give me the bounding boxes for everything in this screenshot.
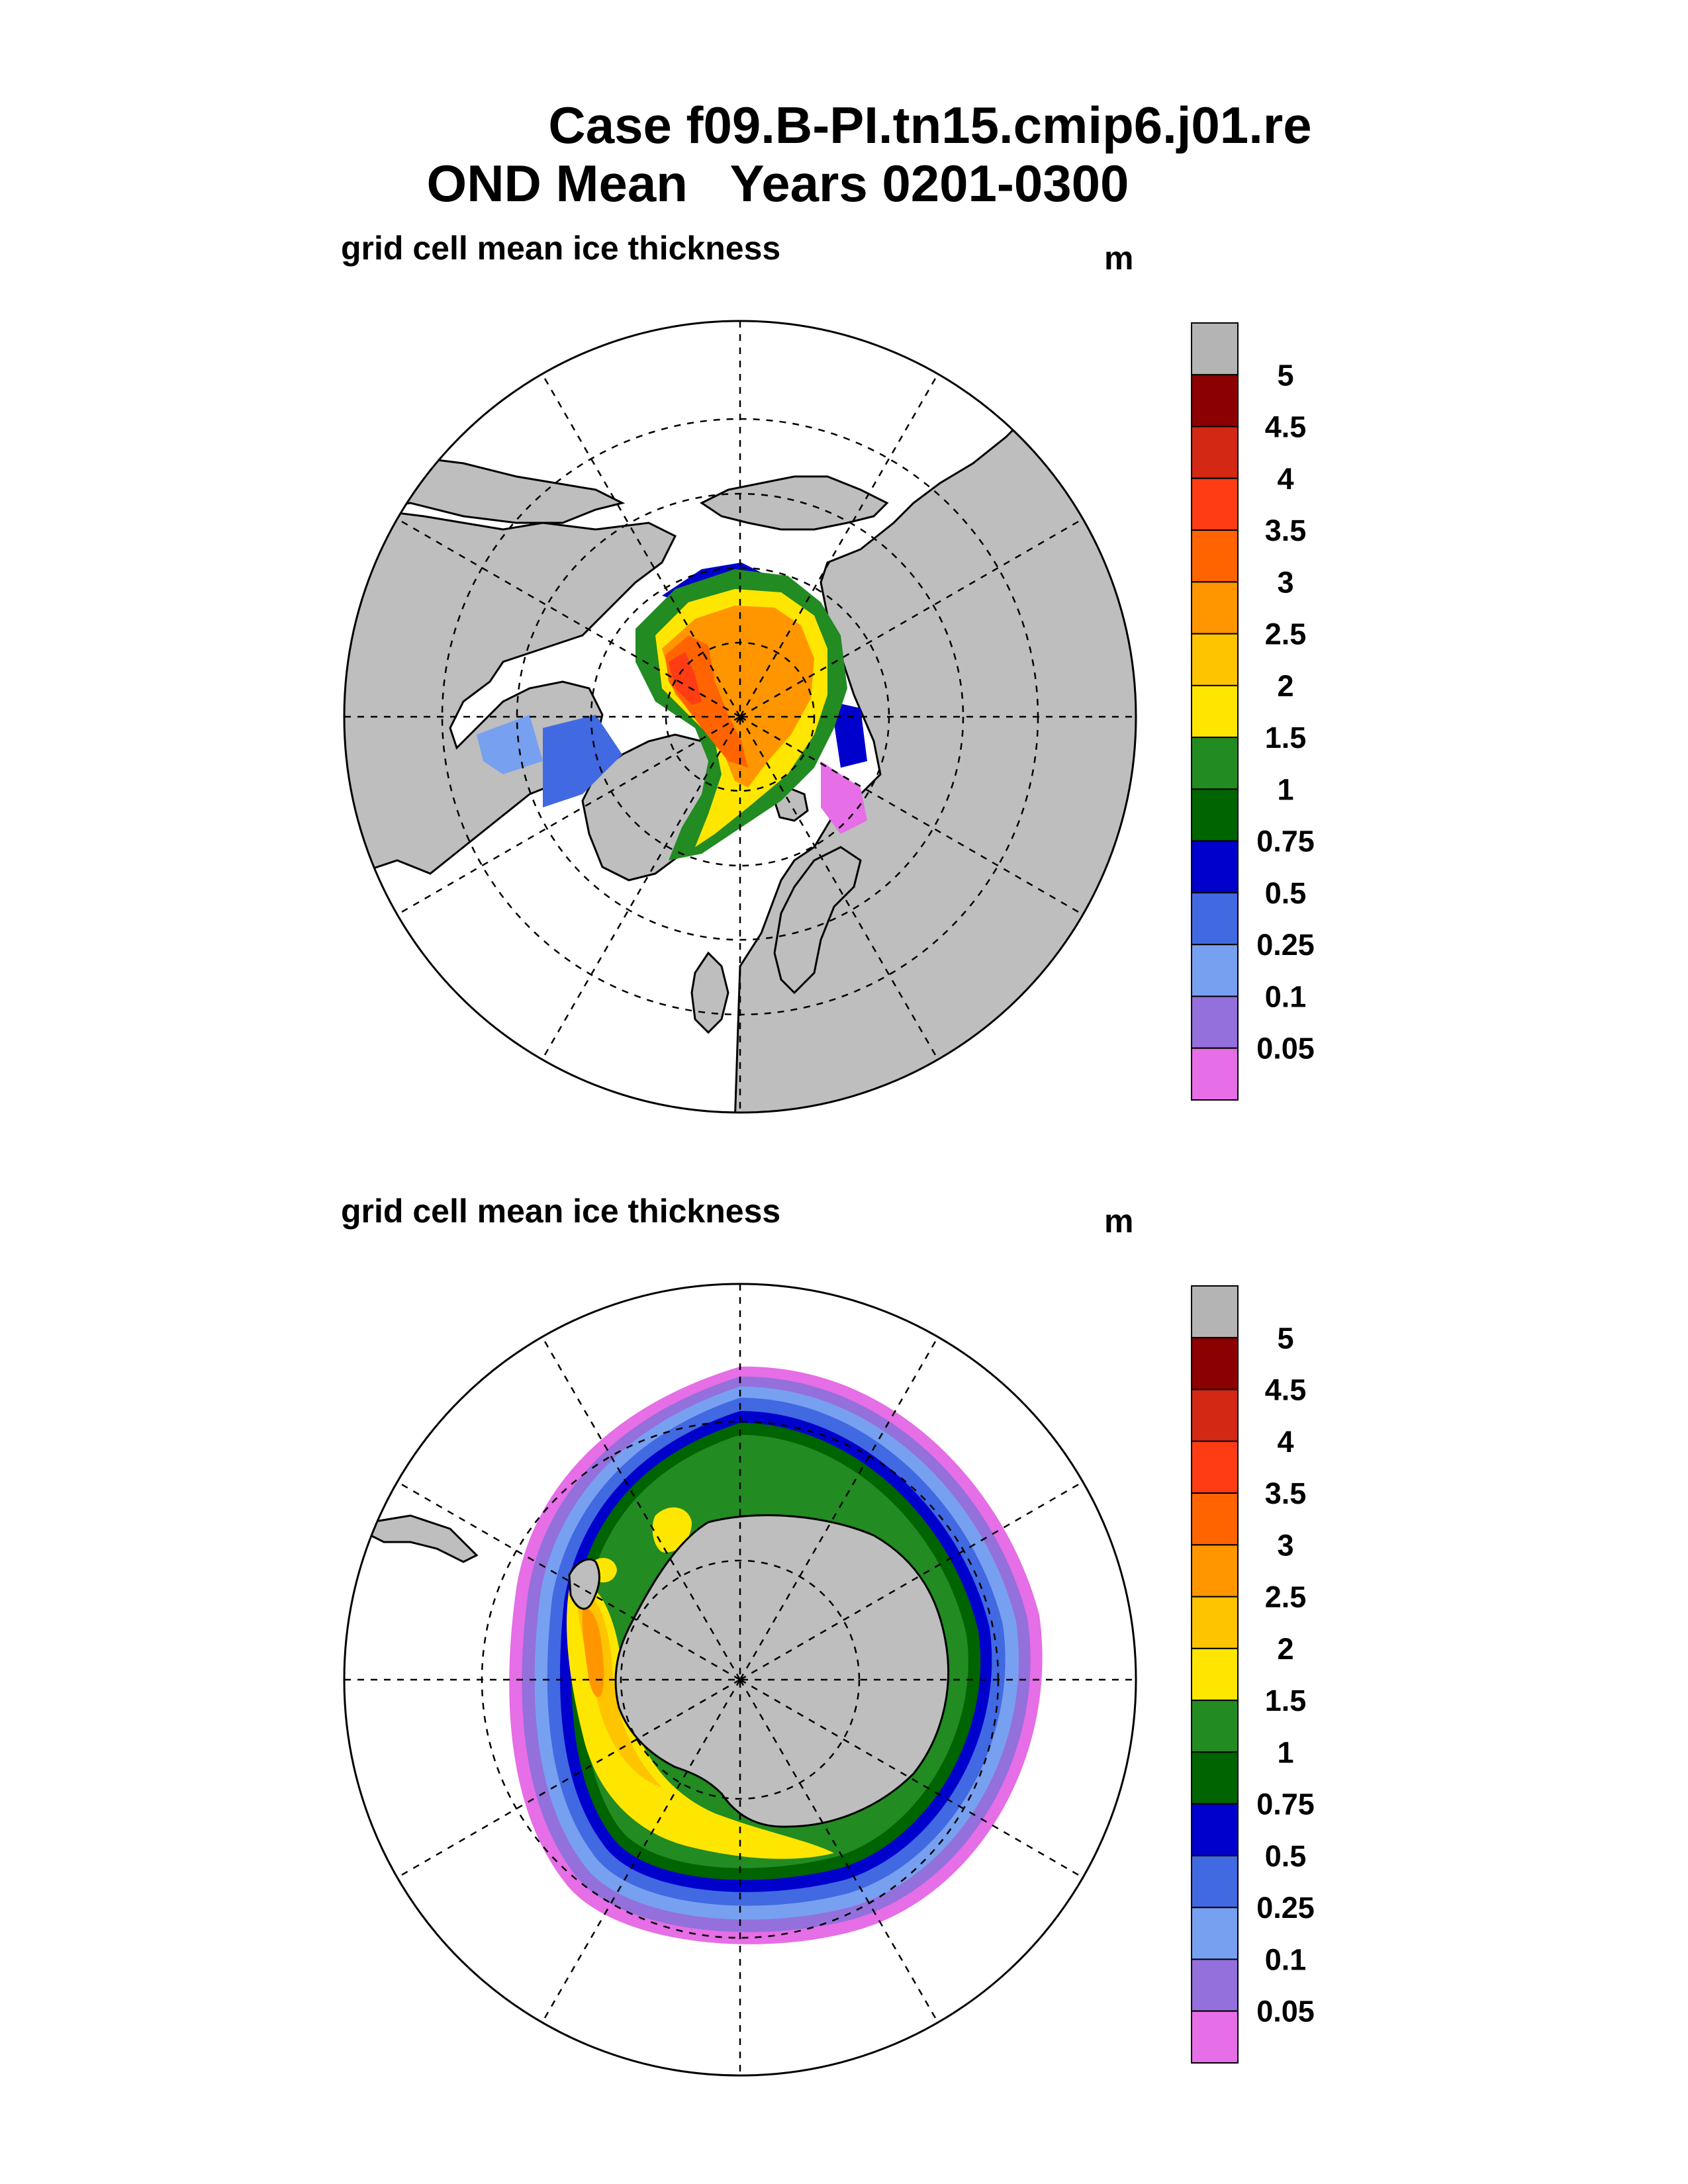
south-ice-orange — [582, 1608, 604, 1698]
north-ice-blue — [543, 715, 622, 807]
south-land-antarctic-peninsula — [568, 1558, 600, 1610]
north-colorbar-label-4: 3 — [1277, 565, 1293, 599]
south-land-south-america — [369, 1514, 479, 1563]
south-colorbar-swatch-12 — [1191, 1907, 1239, 1960]
north-colorbar-swatch-5 — [1191, 581, 1239, 635]
south-colorbar-label-13: 0.05 — [1256, 1995, 1315, 2028]
figure-title-case: Case f09.B-PI.tn15.cmip6.j01.re — [548, 96, 1312, 154]
north-panel-units: m — [1104, 240, 1134, 277]
south-colorbar-swatch-14 — [1191, 2010, 1239, 2064]
south-colorbar-swatch-10 — [1191, 1803, 1239, 1856]
north-land-north-america — [344, 502, 677, 895]
north-graticule — [344, 321, 1136, 1113]
south-colorbar-label-6: 2 — [1277, 1632, 1293, 1666]
north-colorbar-label-1: 4.5 — [1265, 410, 1307, 444]
north-colorbar-swatch-10 — [1191, 840, 1239, 893]
south-ice-yellow — [567, 1583, 834, 1859]
north-colorbar-swatch-14 — [1191, 1047, 1239, 1101]
north-colorbar-label-10: 0.5 — [1265, 876, 1307, 910]
north-ice-pink — [821, 761, 867, 834]
north-colorbar-swatch-3 — [1191, 477, 1239, 531]
north-colorbar-swatch-11 — [1191, 891, 1239, 946]
south-colorbar-label-4: 3 — [1277, 1528, 1293, 1562]
north-colorbar-label-2: 4 — [1277, 462, 1293, 496]
north-colorbar-swatch-9 — [1191, 788, 1239, 842]
south-colorbar-swatch-7 — [1191, 1647, 1239, 1702]
south-panel-subtitle: grid cell mean ice thickness — [341, 1193, 781, 1230]
south-colorbar-swatch-4 — [1191, 1492, 1239, 1546]
south-colorbar-label-2: 4 — [1277, 1425, 1293, 1459]
north-colorbar-label-0: 5 — [1277, 358, 1293, 392]
north-colorbar-label-8: 1 — [1277, 772, 1293, 806]
south-colorbar-swatch-6 — [1191, 1596, 1239, 1649]
north-colorbar-swatch-13 — [1191, 995, 1239, 1049]
south-colorbar-label-10: 0.5 — [1265, 1839, 1307, 1873]
south-ice-yellow-patch1 — [652, 1507, 692, 1553]
north-colorbar-swatch-8 — [1191, 737, 1239, 790]
north-colorbar-label-11: 0.25 — [1256, 928, 1315, 962]
north-colorbar: 5 4.5 4 3.5 3 2.5 2 1.5 1 0.75 0.5 0.25 0.1 0.05 — [1191, 322, 1315, 1101]
south-colorbar-swatch-8 — [1191, 1700, 1239, 1753]
south-colorbar-label-8: 1 — [1277, 1735, 1293, 1769]
south-colorbar-swatch-11 — [1191, 1854, 1239, 1909]
north-ice-lightblue — [477, 715, 543, 774]
north-map-border — [343, 320, 1137, 1114]
south-colorbar-label-9: 0.75 — [1256, 1788, 1315, 1821]
north-land-siberia-east — [700, 475, 889, 531]
south-colorbar: 5 4.5 4 3.5 3 2.5 2 1.5 1 0.75 0.5 0.25 0.1 0.05 — [1191, 1285, 1315, 2064]
north-colorbar-swatch-4 — [1191, 529, 1239, 583]
south-colorbar-label-7: 1.5 — [1265, 1684, 1307, 1717]
south-colorbar-label-1: 4.5 — [1265, 1373, 1307, 1407]
south-colorbar-swatch-13 — [1191, 1958, 1239, 2012]
south-colorbar-swatch-3 — [1191, 1440, 1239, 1494]
south-map-border — [343, 1283, 1137, 2077]
north-colorbar-label-3: 3.5 — [1265, 514, 1307, 547]
south-land-antarctica — [614, 1514, 949, 1828]
north-colorbar-swatch-1 — [1191, 374, 1239, 428]
north-colorbar-label-13: 0.05 — [1256, 1032, 1315, 1066]
north-ice-darkblue-barents — [831, 702, 867, 768]
north-colorbar-swatch-7 — [1191, 684, 1239, 739]
south-panel-units: m — [1104, 1203, 1134, 1240]
south-colorbar-label-5: 2.5 — [1265, 1580, 1307, 1614]
north-colorbar-swatch-0 — [1191, 322, 1239, 376]
south-colorbar-swatch-9 — [1191, 1751, 1239, 1805]
north-land-scandinavia — [773, 846, 862, 995]
south-colorbar-swatch-5 — [1191, 1544, 1239, 1598]
north-colorbar-label-7: 1.5 — [1265, 721, 1307, 754]
south-colorbar-label-3: 3.5 — [1265, 1477, 1307, 1510]
north-colorbar-label-9: 0.75 — [1256, 825, 1315, 858]
north-colorbar-label-6: 2 — [1277, 669, 1293, 703]
north-colorbar-swatch-6 — [1191, 633, 1239, 686]
south-colorbar-label-0: 5 — [1277, 1321, 1293, 1355]
figure-title-period: OND Mean Years 0201-0300 — [426, 154, 1129, 212]
south-colorbar-swatch-0 — [1191, 1285, 1239, 1339]
north-ice-red — [669, 652, 702, 705]
north-colorbar-swatch-12 — [1191, 944, 1239, 997]
south-colorbar-label-11: 0.25 — [1256, 1891, 1315, 1925]
north-colorbar-swatch-2 — [1191, 426, 1239, 479]
south-colorbar-swatch-2 — [1191, 1388, 1239, 1442]
north-panel-subtitle: grid cell mean ice thickness — [341, 230, 781, 267]
north-colorbar-label-5: 2.5 — [1265, 617, 1307, 651]
south-graticule — [344, 1284, 1136, 2075]
south-colorbar-label-12: 0.1 — [1265, 1942, 1307, 1976]
south-polar-map — [343, 1283, 1137, 2077]
south-colorbar-swatch-1 — [1191, 1337, 1239, 1390]
north-polar-map — [343, 320, 1137, 1114]
north-colorbar-label-12: 0.1 — [1265, 979, 1307, 1013]
